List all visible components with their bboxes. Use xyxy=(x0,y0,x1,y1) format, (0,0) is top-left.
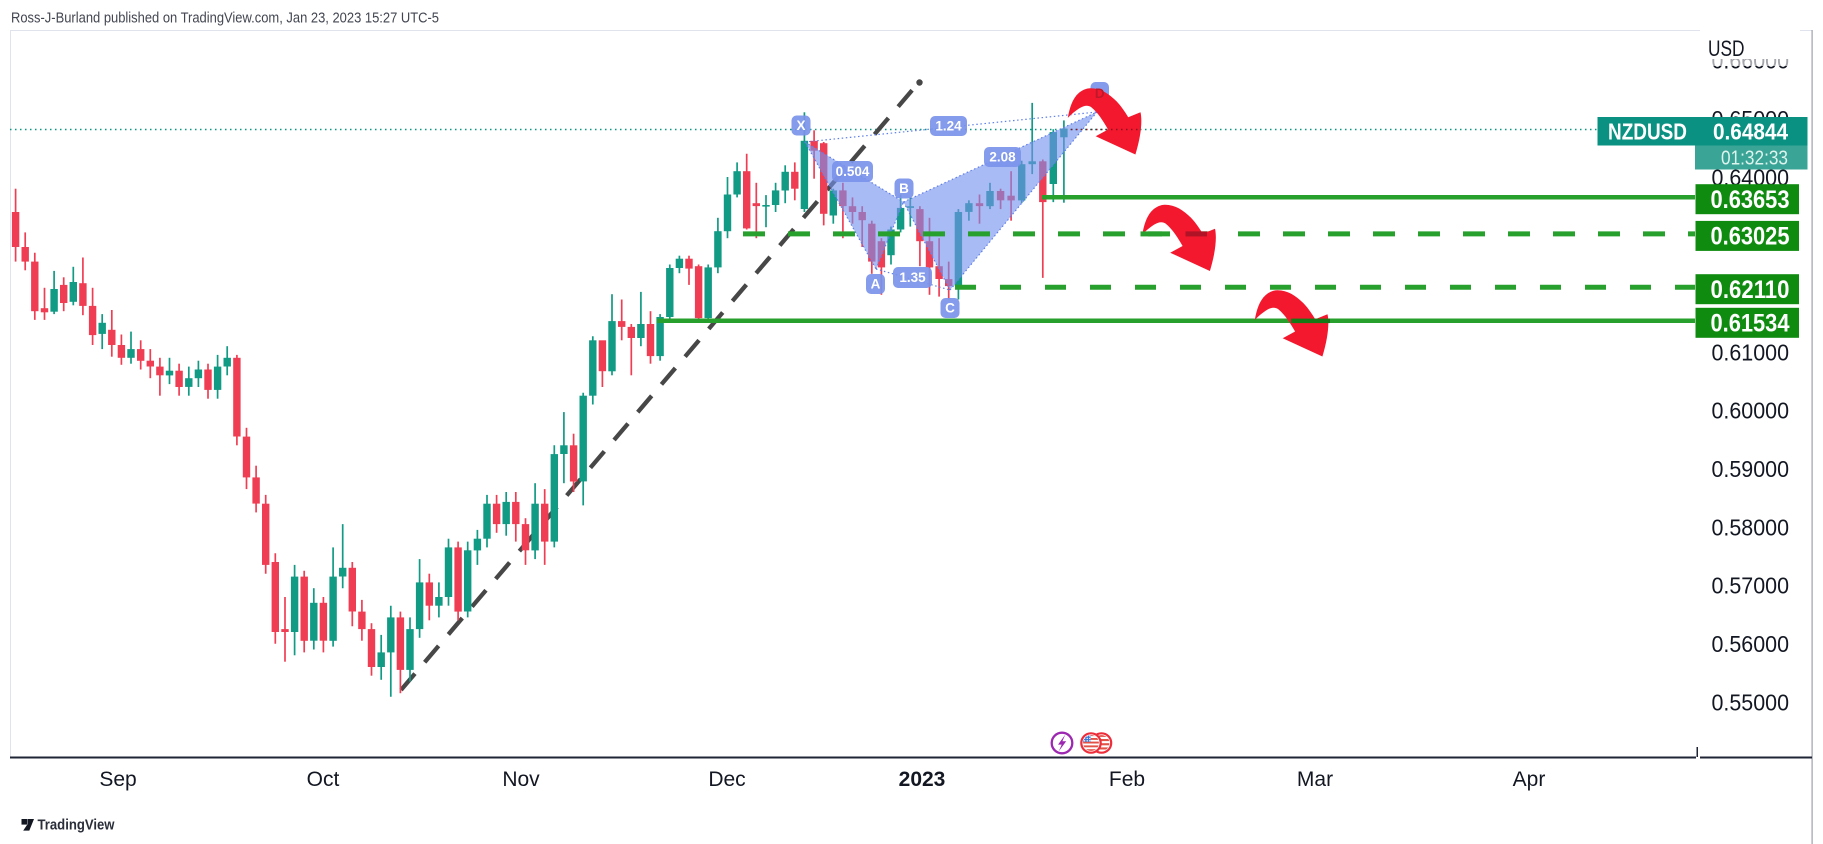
svg-text:0.63653: 0.63653 xyxy=(1711,186,1790,214)
svg-text:2023: 2023 xyxy=(899,768,946,791)
svg-text:0.61000: 0.61000 xyxy=(1712,339,1790,365)
svg-text:B: B xyxy=(899,181,909,196)
svg-text:Apr: Apr xyxy=(1513,768,1546,791)
svg-text:0.62110: 0.62110 xyxy=(1711,276,1790,304)
svg-text:0.504: 0.504 xyxy=(836,164,870,179)
svg-text:Feb: Feb xyxy=(1109,768,1145,791)
svg-text:D: D xyxy=(1095,86,1105,101)
svg-text:Sep: Sep xyxy=(99,768,136,791)
svg-text:0.59000: 0.59000 xyxy=(1712,456,1790,482)
svg-text:0.60000: 0.60000 xyxy=(1712,398,1790,424)
svg-text:NZDUSD: NZDUSD xyxy=(1608,119,1687,145)
svg-text:Mar: Mar xyxy=(1297,768,1333,791)
svg-text:0.58000: 0.58000 xyxy=(1712,514,1790,540)
svg-text:0.64844: 0.64844 xyxy=(1713,119,1788,145)
svg-text:Nov: Nov xyxy=(502,768,540,791)
svg-text:0.57000: 0.57000 xyxy=(1712,573,1790,599)
svg-text:Oct: Oct xyxy=(307,768,340,791)
svg-text:2.08: 2.08 xyxy=(989,150,1016,165)
svg-text:X: X xyxy=(796,118,805,133)
svg-text:0.63025: 0.63025 xyxy=(1711,223,1790,251)
svg-text:C: C xyxy=(945,301,955,316)
svg-text:Ross-J-Burland published on Tr: Ross-J-Burland published on TradingView.… xyxy=(11,10,439,27)
svg-text:1.35: 1.35 xyxy=(899,270,926,285)
svg-text:01:32:33: 01:32:33 xyxy=(1721,147,1788,170)
svg-text:0.56000: 0.56000 xyxy=(1712,631,1790,657)
svg-text:A: A xyxy=(871,277,881,292)
svg-text:USD: USD xyxy=(1708,36,1745,61)
svg-text:TradingView: TradingView xyxy=(38,818,116,834)
svg-text:0.55000: 0.55000 xyxy=(1712,689,1790,715)
svg-text:1.24: 1.24 xyxy=(935,119,962,134)
svg-text:Dec: Dec xyxy=(708,768,745,791)
svg-text:0.61534: 0.61534 xyxy=(1711,310,1790,338)
